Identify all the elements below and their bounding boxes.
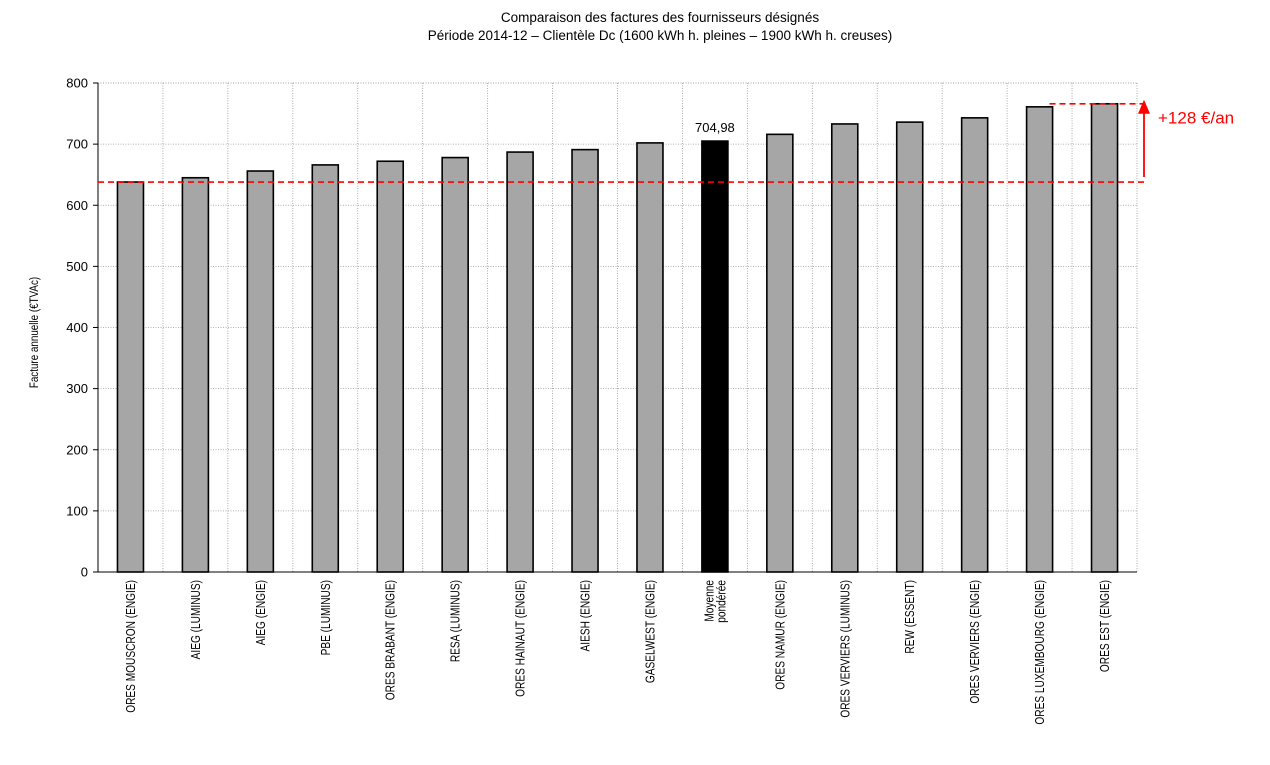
- y-tick-label: 700: [66, 137, 88, 152]
- bar: [895, 121, 924, 573]
- bars-layer: [116, 102, 1119, 573]
- x-category-label: ORES NAMUR (ENGIE): [773, 580, 787, 690]
- x-category-label: pondérée: [714, 580, 728, 623]
- bar: [246, 170, 275, 573]
- bar: [506, 151, 534, 573]
- bar: [830, 123, 859, 573]
- bar: [636, 142, 664, 573]
- x-category-label: ORES BRABANT (ENGIE): [384, 580, 398, 700]
- y-axis-label: Facture annuelle (€TVAc): [28, 277, 41, 388]
- x-category-label: ORES MOUSCRON (ENGIE): [124, 580, 138, 713]
- x-category-label: ORES VERVIERS (ENGIE): [968, 580, 982, 704]
- bar: [441, 156, 469, 573]
- bar: [766, 133, 794, 573]
- y-tick-label: 0: [81, 565, 88, 580]
- bar-weighted-average: [701, 140, 729, 573]
- y-tick-label: 100: [66, 503, 88, 518]
- difference-label: +128 €/an: [1158, 109, 1234, 128]
- y-tick-label: 300: [66, 381, 88, 396]
- bar: [311, 164, 340, 573]
- x-category-label: REW (ESSENT): [903, 580, 917, 654]
- bar: [1025, 106, 1054, 573]
- x-category-label: ORES HAINAUT (ENGIE): [513, 580, 527, 697]
- data-label: 704,98: [695, 120, 735, 135]
- y-tick-label: 200: [66, 442, 88, 457]
- bar: [376, 160, 405, 573]
- x-category-label: ORES VERVIERS (LUMINUS): [838, 580, 852, 718]
- y-tick-label: 800: [66, 76, 88, 91]
- x-category-label: PBE (LUMINUS): [319, 580, 333, 655]
- x-category-label: ORES EST (ENGIE): [1098, 580, 1112, 672]
- bar: [1090, 102, 1119, 573]
- bar: [181, 176, 210, 573]
- x-category-label: ORES LUXEMBOURG (ENGIE): [1033, 580, 1047, 725]
- x-category-label: AIESH (ENGIE): [578, 580, 592, 652]
- bar: [116, 181, 145, 573]
- x-category-label: RESA (LUMINUS): [449, 580, 463, 662]
- y-tick-label: 500: [66, 259, 88, 274]
- y-tick-label: 600: [66, 198, 88, 213]
- difference-arrow-head: [1138, 99, 1150, 114]
- labels-layer: 0 100 200 300 400 500 600 700 800 Facture annuell…: [28, 76, 1112, 725]
- y-tick-label: 400: [66, 320, 88, 335]
- axes-layer: [93, 82, 1137, 573]
- bar: [571, 148, 599, 573]
- annotation-layer: +128 €/an: [98, 99, 1234, 183]
- chart-title: Comparaison des factures des fournisseur…: [500, 10, 820, 25]
- x-category-label: GASELWEST (ENGIE): [643, 580, 657, 683]
- bar: [960, 117, 989, 573]
- x-category-label: AIEG (LUMINUS): [189, 580, 203, 659]
- x-category-label: Moyenne: [702, 580, 716, 622]
- x-category-label: AIEG (ENGIE): [254, 580, 268, 645]
- chart-subtitle: Période 2014-12 – Clientèle Dc (1600 kWh…: [427, 28, 893, 43]
